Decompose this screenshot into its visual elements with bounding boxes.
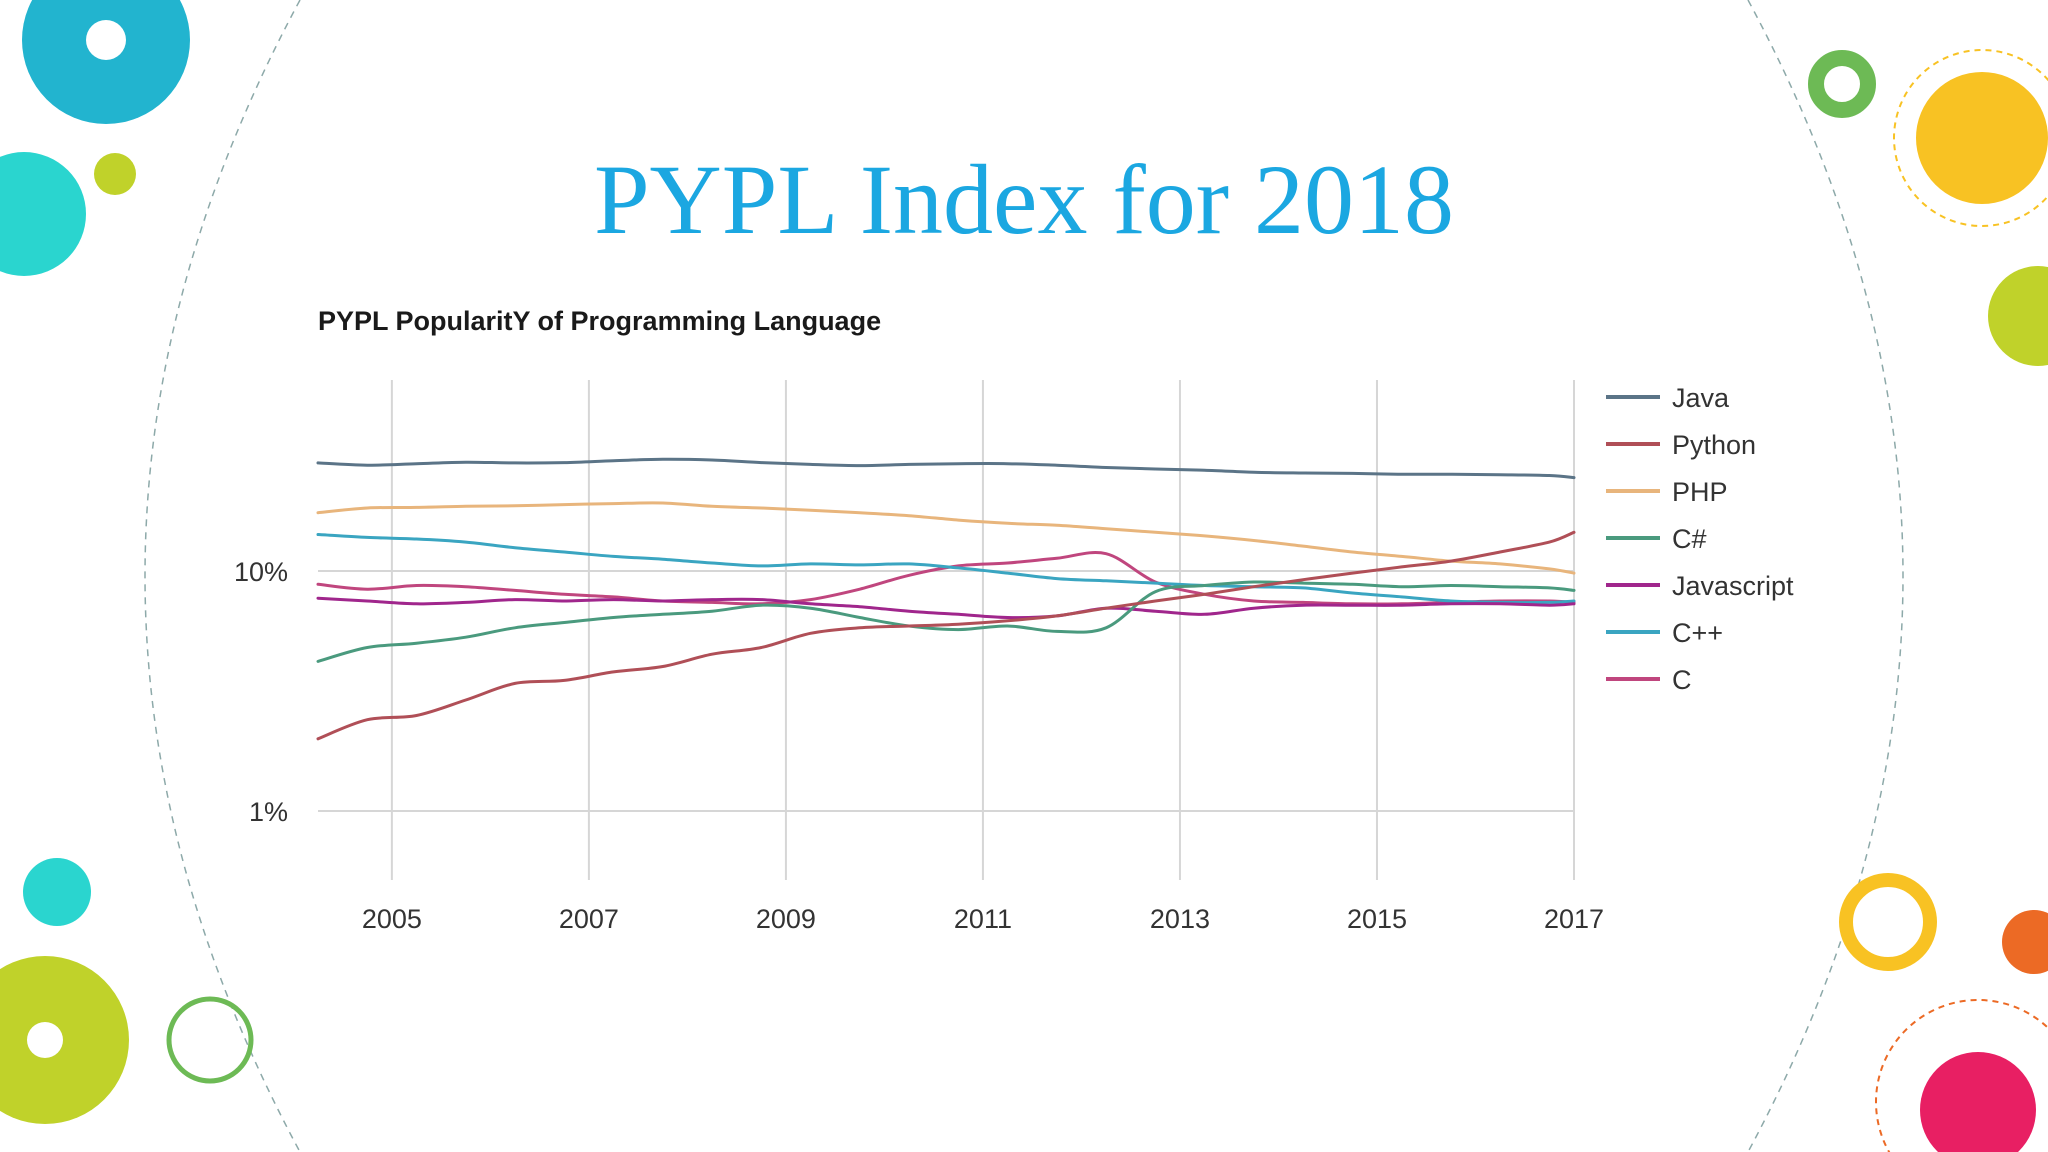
teal-dot-small — [23, 858, 91, 926]
slide-title: PYPL Index for 2018 — [593, 144, 1455, 255]
series-line-java — [316, 457, 1576, 480]
orange-dashed-ring — [1875, 999, 2048, 1152]
lime-dot-large — [0, 956, 129, 1124]
series-line-php — [316, 501, 1576, 575]
x-tick-label: 2009 — [756, 904, 816, 934]
yellow-ring — [1839, 873, 1937, 971]
yellow-dot — [1916, 72, 2048, 204]
blue-dot-large — [22, 0, 190, 124]
x-tick-label: 2007 — [559, 904, 619, 934]
x-tick-label: 2005 — [362, 904, 422, 934]
pink-dot — [1920, 1052, 2036, 1152]
chart-legend: Java Python PHP C# Javascript C++ C — [1606, 383, 1794, 695]
legend-label: Java — [1672, 383, 1730, 413]
legend-item-cpp: C++ — [1606, 618, 1723, 648]
lime-dot-right — [1988, 266, 2048, 366]
legend-item-python: Python — [1606, 430, 1756, 460]
x-axis-tick-labels: 2005 2007 2009 2011 2013 2015 2017 — [362, 904, 1604, 934]
x-tick-label: 2011 — [954, 904, 1012, 934]
legend-item-c: C — [1606, 665, 1692, 695]
chart-title: PYPL PopularitY of Programming Language — [318, 306, 882, 336]
lime-dot-small — [94, 153, 136, 195]
lime-dot-hole — [27, 1022, 63, 1058]
blue-dot-hole — [86, 20, 126, 60]
legend-item-javascript: Javascript — [1606, 571, 1794, 601]
series-line-javascript — [316, 596, 1576, 620]
legend-label: C# — [1672, 524, 1707, 554]
yellow-dashed-ring — [1893, 49, 2048, 227]
right-dashed-arc — [1747, 0, 1904, 1152]
legend-item-csharp: C# — [1606, 524, 1707, 554]
series-line-c- — [316, 533, 1576, 605]
teal-dot — [0, 152, 86, 276]
legend-label: PHP — [1672, 477, 1728, 507]
green-ring — [166, 996, 254, 1084]
y-tick-label: 1% — [249, 797, 288, 827]
orange-dot — [2002, 910, 2048, 974]
left-dashed-arc — [144, 0, 301, 1152]
series-lines — [316, 457, 1576, 741]
legend-label: Python — [1672, 430, 1756, 460]
green-ring-top-right — [1808, 50, 1876, 118]
y-tick-label: 10% — [234, 557, 288, 587]
y-axis-tick-labels: 1% 10% — [234, 557, 288, 827]
x-tick-label: 2017 — [1544, 904, 1604, 934]
series-line-python — [316, 530, 1576, 741]
legend-label: Javascript — [1672, 571, 1794, 601]
x-tick-label: 2013 — [1150, 904, 1210, 934]
x-tick-label: 2015 — [1347, 904, 1407, 934]
legend-label: C — [1672, 665, 1692, 695]
legend-item-php: PHP — [1606, 477, 1728, 507]
series-line-c- — [316, 580, 1576, 663]
legend-item-java: Java — [1606, 383, 1730, 413]
legend-label: C++ — [1672, 618, 1723, 648]
